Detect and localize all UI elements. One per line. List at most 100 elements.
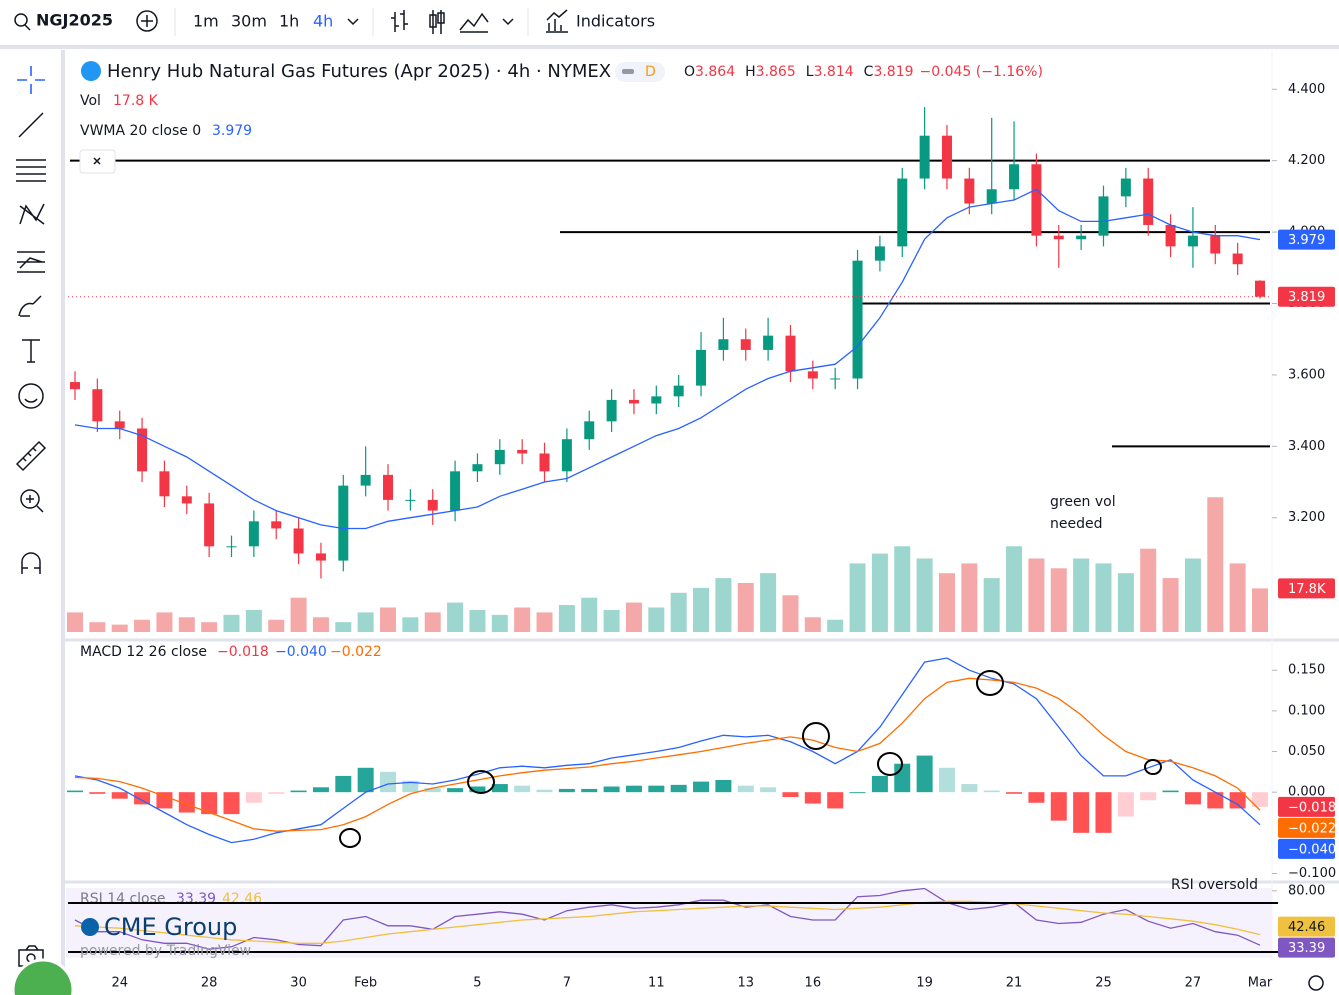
interval[interactable]: 1m bbox=[193, 12, 219, 31]
annotation-circle bbox=[877, 752, 903, 776]
ruler-tool[interactable] bbox=[15, 440, 47, 472]
interval[interactable]: 30m bbox=[231, 12, 267, 31]
macd-histogram bbox=[469, 786, 486, 793]
x-tick-label: 21 bbox=[1006, 976, 1023, 991]
volume-bar bbox=[1050, 568, 1067, 632]
indicators-button[interactable]: Indicators bbox=[576, 12, 655, 31]
candle-body bbox=[517, 449, 528, 454]
pattern-tool[interactable] bbox=[19, 203, 45, 225]
text-tool[interactable] bbox=[22, 339, 40, 363]
prediction-tool[interactable] bbox=[17, 251, 45, 273]
volume-bar bbox=[938, 573, 955, 632]
macd-histogram bbox=[760, 787, 777, 793]
volume-bar bbox=[961, 563, 978, 632]
top-toolbar: NGJ2025 1m 30m 1h 4h Indicators bbox=[0, 8, 1339, 49]
fib-tool[interactable] bbox=[16, 159, 46, 182]
candle-body bbox=[1187, 235, 1198, 247]
macd-histogram bbox=[782, 792, 799, 798]
annotation-circle bbox=[1144, 759, 1162, 775]
ohlc-key: C bbox=[864, 64, 874, 80]
macd-histogram bbox=[1162, 790, 1179, 793]
status-dot bbox=[622, 69, 634, 74]
volume-legend: Vol bbox=[80, 93, 101, 109]
candle-body bbox=[338, 485, 349, 561]
style-menu[interactable] bbox=[502, 18, 514, 26]
candle-body bbox=[159, 471, 170, 497]
area-style[interactable] bbox=[459, 12, 489, 33]
macd-histogram bbox=[268, 792, 285, 794]
emoji-tool[interactable] bbox=[18, 383, 44, 409]
emoji-face bbox=[24, 391, 38, 403]
vwma-legend-value: 3.979 bbox=[212, 123, 252, 139]
macd-histogram bbox=[201, 792, 218, 815]
vwma-legend: VWMA 20 close 0 bbox=[80, 123, 201, 139]
macd-histogram bbox=[335, 775, 352, 793]
candle-body bbox=[293, 528, 304, 554]
interval[interactable]: 1h bbox=[279, 12, 299, 31]
x-tick-label: Mar bbox=[1248, 976, 1273, 991]
y-tick-label: 3.400 bbox=[1288, 439, 1325, 454]
ohlc-key: H bbox=[745, 64, 756, 80]
line-tool[interactable] bbox=[18, 112, 44, 138]
add-symbol[interactable] bbox=[136, 10, 158, 32]
status-pill[interactable] bbox=[615, 62, 665, 82]
vwma-line bbox=[74, 188, 1261, 530]
candle-body bbox=[315, 553, 326, 561]
crosshair-tool[interactable] bbox=[17, 66, 45, 94]
macd-histogram bbox=[1028, 792, 1045, 803]
volume-bar bbox=[312, 617, 329, 632]
volume-bar bbox=[827, 619, 844, 632]
bars-style[interactable] bbox=[391, 10, 408, 32]
candle-body bbox=[807, 371, 818, 379]
volume-bar bbox=[357, 612, 374, 632]
zoom-tool[interactable] bbox=[20, 489, 40, 509]
candle-body bbox=[472, 464, 483, 472]
rsi-legend-value: 33.39 bbox=[176, 891, 216, 907]
price-tag bbox=[1278, 229, 1335, 250]
y-tick-label: 0.050 bbox=[1288, 744, 1325, 759]
volume-bar bbox=[871, 553, 888, 632]
price-tag bbox=[1278, 916, 1335, 937]
brush-tool[interactable] bbox=[18, 295, 42, 317]
macd-histogram bbox=[357, 767, 374, 793]
candle-body bbox=[986, 189, 997, 204]
macd-line bbox=[74, 677, 1261, 832]
interval-menu[interactable] bbox=[347, 18, 359, 26]
macd-histogram bbox=[938, 767, 955, 793]
add-symbol-plus bbox=[141, 15, 153, 27]
macd-histogram bbox=[1095, 792, 1112, 833]
candle-body bbox=[226, 546, 237, 548]
volume-bar bbox=[558, 605, 575, 632]
search-icon[interactable] bbox=[14, 13, 28, 27]
x-tick-label: 13 bbox=[737, 976, 754, 991]
candles-style[interactable] bbox=[429, 10, 445, 34]
magnet-tool[interactable] bbox=[21, 552, 41, 574]
y-tick-label: 3.200 bbox=[1288, 510, 1325, 525]
indicators-icon[interactable] bbox=[546, 9, 568, 33]
volume-bar bbox=[983, 578, 1000, 632]
interval-active[interactable]: 4h bbox=[313, 12, 333, 31]
candle-body bbox=[651, 396, 662, 404]
candle-body bbox=[1165, 224, 1176, 247]
candle-body bbox=[628, 399, 639, 404]
settings-button[interactable] bbox=[1308, 975, 1324, 991]
macd-histogram bbox=[804, 792, 821, 804]
candle-body bbox=[92, 389, 103, 422]
candle-body bbox=[1009, 164, 1020, 190]
x-tick-label: Feb bbox=[354, 976, 377, 991]
volume-bar bbox=[111, 624, 128, 632]
volume-bar bbox=[1117, 573, 1134, 632]
ohlc-legend: O3.864 H3.865 L3.814 C3.819 −0.045 (−1.16%) bbox=[684, 64, 1043, 80]
volume-bar bbox=[1252, 588, 1268, 632]
ohlc-value: 3.814 bbox=[814, 64, 854, 80]
macd-histogram bbox=[402, 780, 419, 793]
macd-histogram bbox=[111, 792, 128, 799]
avatar[interactable] bbox=[11, 958, 75, 995]
rsi-legend: RSI 14 close bbox=[80, 891, 166, 907]
macd-histogram bbox=[558, 788, 575, 793]
candle-body bbox=[1255, 280, 1265, 297]
symbol[interactable]: NGJ2025 bbox=[36, 11, 113, 30]
candle-body bbox=[606, 399, 617, 422]
volume-bar bbox=[894, 546, 911, 632]
macd-legend-signal: −0.022 bbox=[330, 644, 382, 660]
